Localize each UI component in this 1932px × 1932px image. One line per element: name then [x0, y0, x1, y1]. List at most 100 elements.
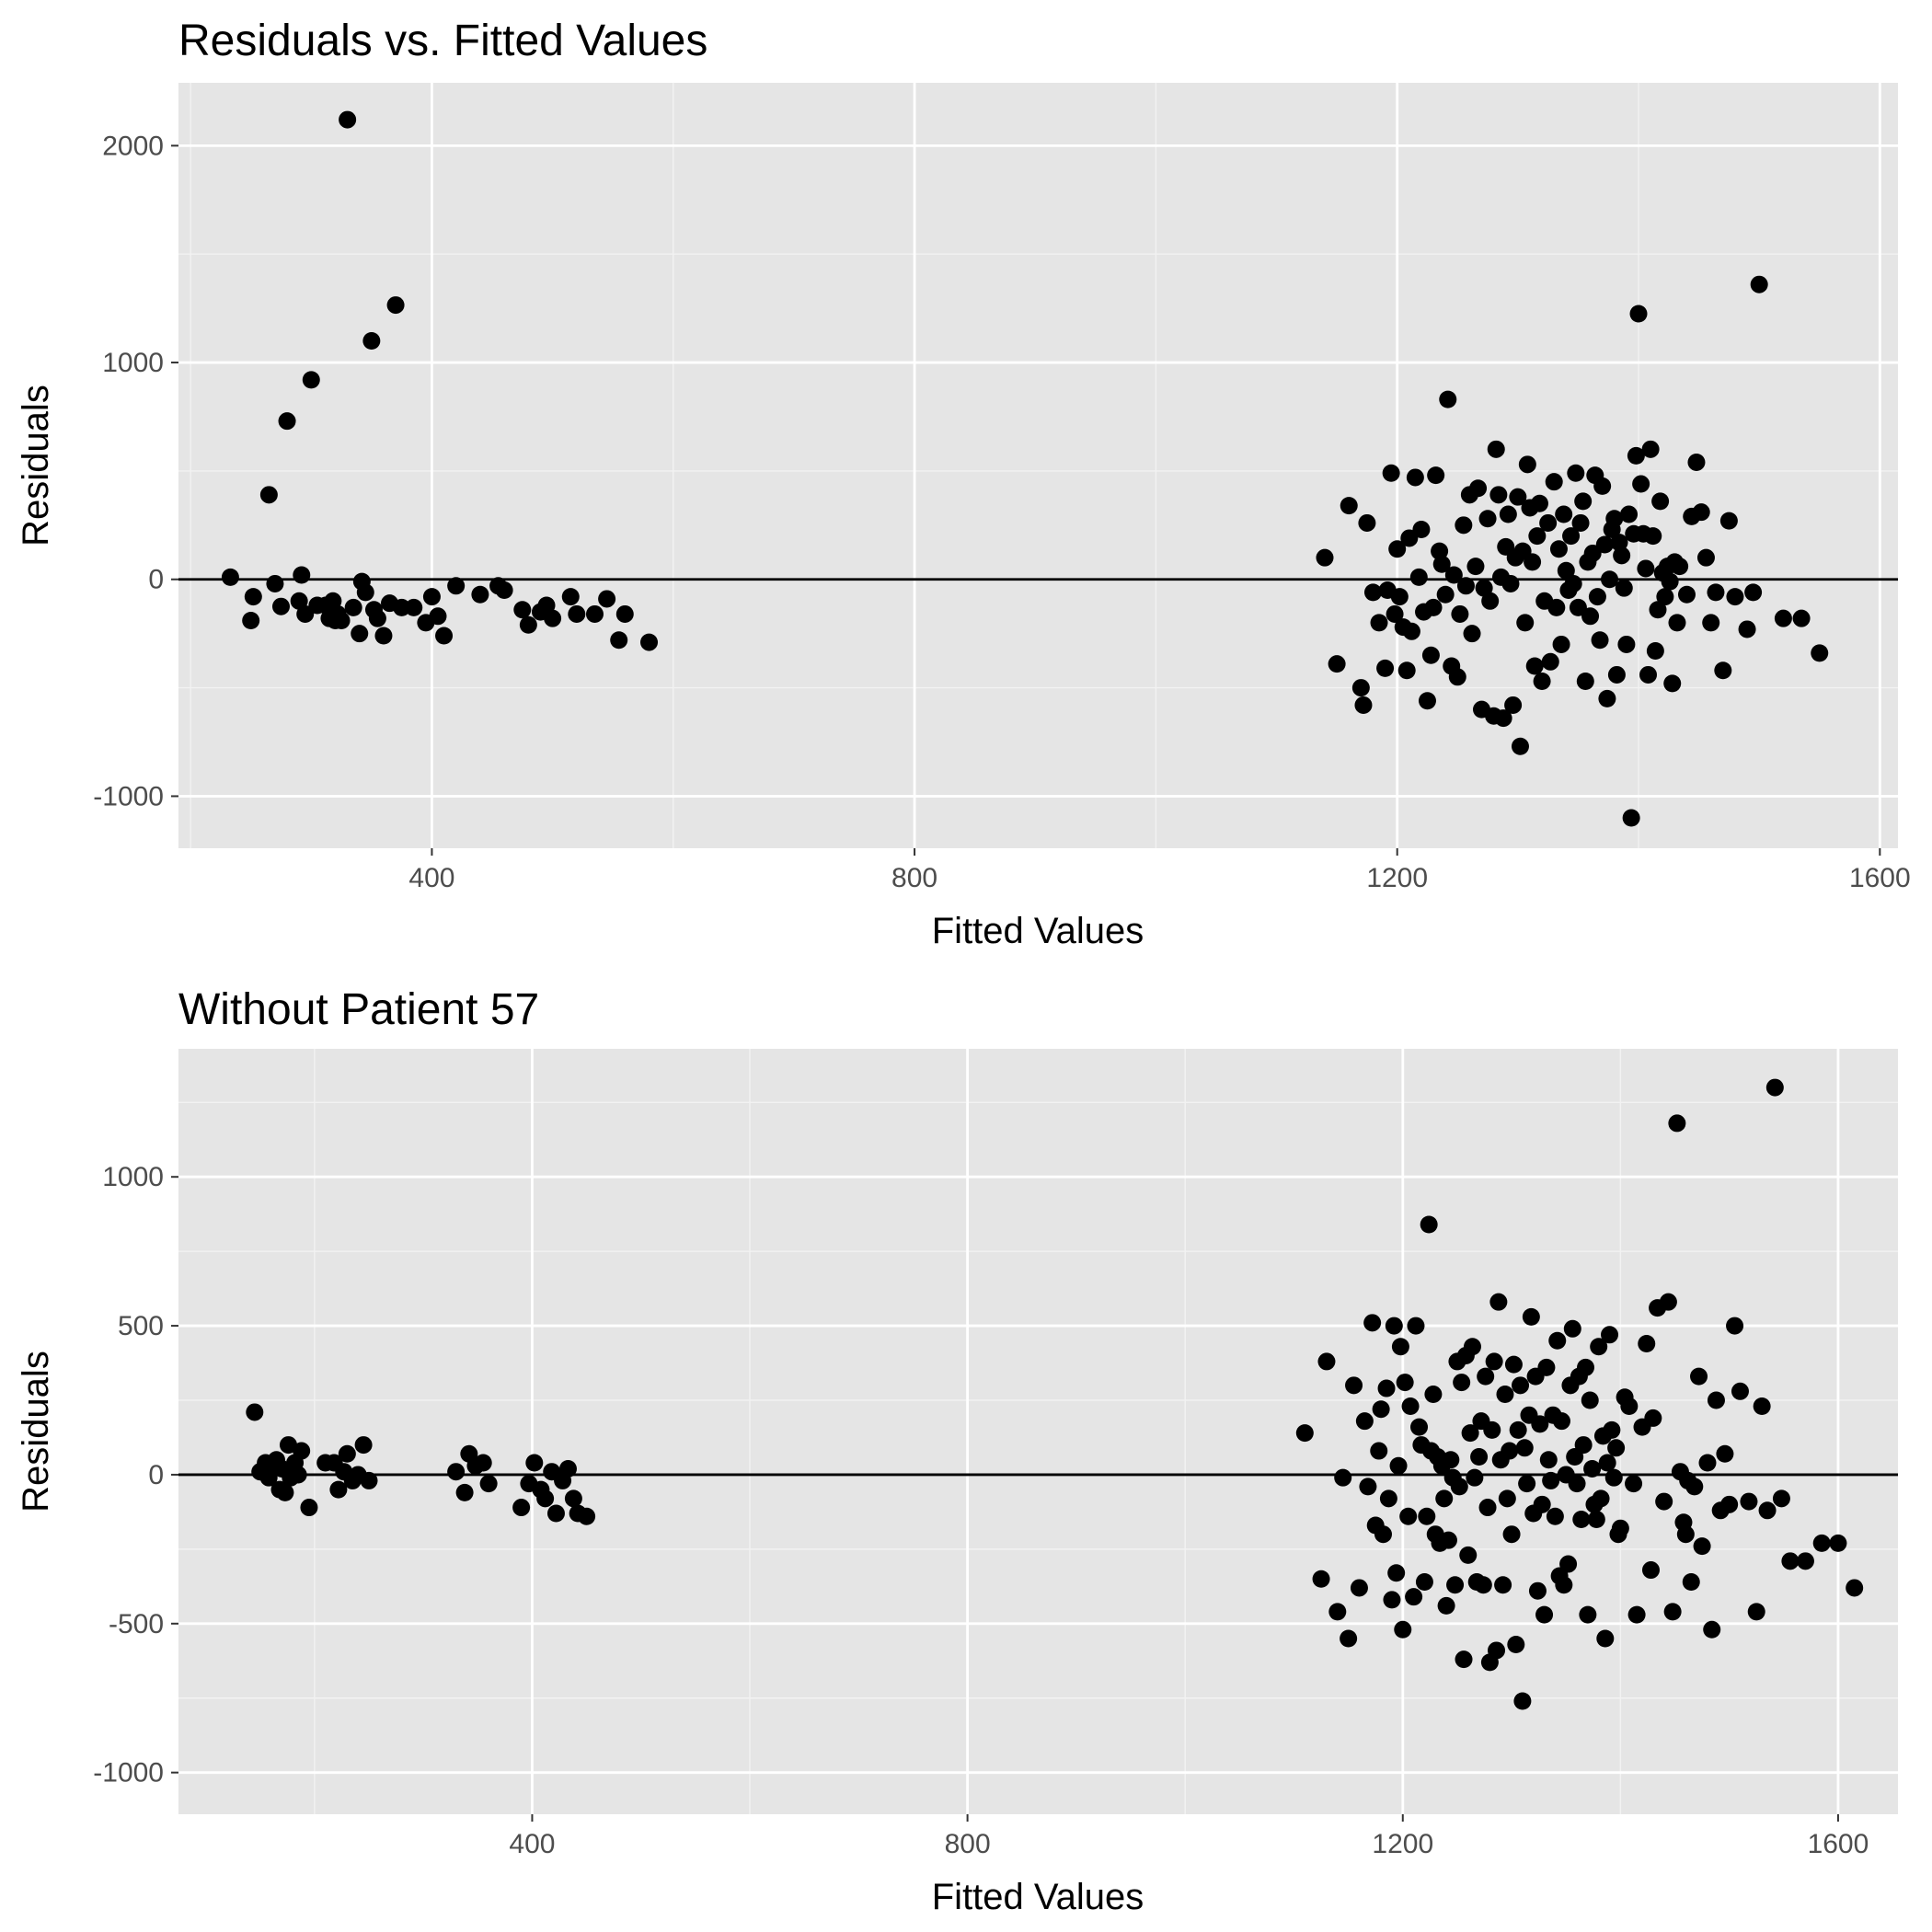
data-point — [471, 585, 489, 604]
data-point — [1518, 455, 1536, 474]
data-point — [1598, 1454, 1616, 1472]
data-point — [1548, 1331, 1567, 1350]
data-point — [1391, 1338, 1409, 1356]
data-point — [1340, 1629, 1358, 1648]
data-point — [1412, 521, 1431, 539]
data-point — [293, 1442, 311, 1460]
data-point — [1407, 1317, 1425, 1335]
data-point — [1574, 492, 1593, 511]
data-point — [429, 607, 447, 626]
data-point — [1687, 453, 1706, 471]
data-point — [1504, 1355, 1523, 1374]
data-point — [1811, 644, 1829, 662]
data-point — [1620, 505, 1639, 523]
data-point — [1424, 598, 1443, 616]
data-point — [344, 598, 362, 616]
data-point — [332, 612, 351, 630]
data-point — [1617, 635, 1636, 653]
data-point — [386, 296, 405, 315]
data-point — [1418, 1507, 1436, 1525]
data-point — [1397, 661, 1416, 680]
data-point — [290, 592, 308, 610]
data-point — [1772, 1489, 1790, 1508]
data-point — [1488, 1641, 1506, 1660]
data-point — [1351, 679, 1370, 697]
data-point — [1796, 1552, 1814, 1570]
data-point — [1528, 527, 1547, 546]
data-point — [1753, 1397, 1771, 1415]
data-point — [1620, 1397, 1639, 1415]
data-point — [1547, 598, 1566, 616]
data-point — [1564, 574, 1582, 592]
x-axis-title: Fitted Values — [932, 911, 1144, 951]
data-point — [1539, 513, 1558, 532]
data-point — [1499, 505, 1517, 523]
data-point — [1456, 577, 1475, 595]
data-point — [1604, 1468, 1623, 1487]
data-point — [1555, 1576, 1573, 1594]
data-point — [1524, 553, 1542, 571]
data-point — [1549, 540, 1568, 558]
y-tick-label: -1000 — [93, 781, 164, 811]
data-point — [1610, 534, 1628, 552]
data-point — [1625, 1475, 1643, 1493]
data-point — [1627, 446, 1645, 465]
y-tick-label: 1000 — [102, 1162, 164, 1192]
data-point — [1603, 1420, 1621, 1439]
data-point — [513, 601, 532, 619]
data-point — [1641, 440, 1660, 458]
y-axis-title: Residuals — [16, 1351, 56, 1512]
data-point — [1531, 1415, 1549, 1433]
data-point — [1659, 1293, 1677, 1311]
data-point — [1792, 609, 1811, 627]
data-point — [1396, 1374, 1414, 1392]
chart-residuals-vs-fitted: Residuals vs. Fitted Values 400 800 1200 16… — [16, 17, 1911, 951]
data-point — [1448, 668, 1466, 686]
data-point — [1716, 1444, 1734, 1463]
data-point — [271, 597, 290, 615]
data-point — [1588, 588, 1606, 606]
data-point — [1692, 503, 1710, 522]
gridlines — [178, 83, 1898, 848]
data-point — [1707, 1391, 1725, 1409]
data-point — [1581, 607, 1600, 626]
data-point — [1744, 583, 1763, 602]
data-point — [1463, 625, 1481, 643]
data-point — [1317, 1352, 1336, 1371]
data-point — [1651, 492, 1670, 511]
data-point — [1698, 1454, 1717, 1472]
y-tick-label: -1000 — [93, 1758, 164, 1788]
data-point — [1489, 486, 1508, 504]
data-point — [1386, 604, 1404, 623]
data-point — [1707, 583, 1725, 602]
data-point — [279, 1436, 297, 1455]
data-point — [1512, 1376, 1530, 1395]
data-point — [1655, 1492, 1673, 1511]
data-point — [1431, 542, 1449, 560]
data-point — [525, 1454, 544, 1472]
data-point — [1581, 1391, 1599, 1409]
data-point — [1374, 1525, 1392, 1544]
data-point — [1846, 1579, 1864, 1597]
data-point — [1432, 555, 1451, 573]
data-point — [293, 566, 311, 584]
data-point — [1583, 1459, 1602, 1478]
data-point — [536, 1489, 555, 1508]
data-point — [1410, 1418, 1429, 1436]
data-point — [1435, 1489, 1454, 1508]
data-point — [1607, 665, 1626, 684]
data-point — [1605, 510, 1624, 528]
data-point — [1774, 609, 1792, 627]
data-point — [585, 604, 604, 623]
data-point — [1340, 497, 1358, 515]
data-point — [1702, 614, 1720, 632]
data-point — [362, 331, 381, 350]
data-point — [1552, 1412, 1570, 1431]
y-tick-label: 0 — [148, 1460, 164, 1490]
data-point — [1370, 1442, 1388, 1460]
data-point — [558, 1459, 577, 1478]
data-point — [1470, 1448, 1489, 1466]
data-point — [615, 604, 634, 623]
data-point — [1455, 516, 1473, 535]
data-point — [393, 598, 411, 616]
